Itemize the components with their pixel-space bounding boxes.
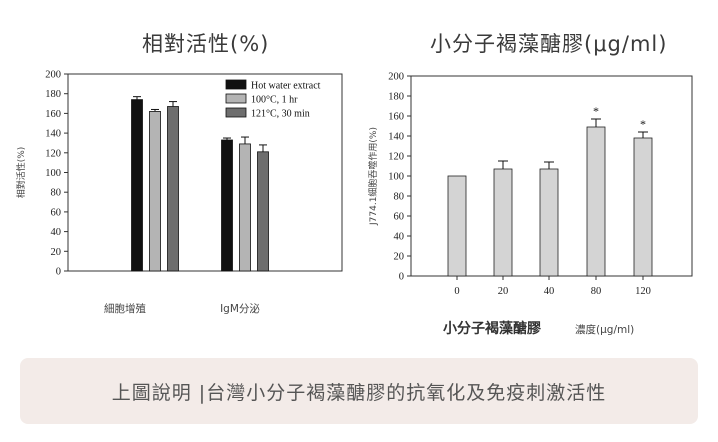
right-significance-marker: * [640, 117, 646, 131]
right-bar [586, 126, 606, 277]
right-y-tick-label: 100 [388, 172, 404, 183]
right-y-tick-label: 200 [388, 72, 404, 83]
left-bar [167, 106, 179, 272]
left-y-tick-label: 140 [45, 129, 61, 140]
right-bar [539, 168, 559, 277]
left-category-label: IgM分泌 [220, 302, 260, 315]
right-bar [633, 137, 653, 277]
left-y-tick-label: 200 [45, 70, 61, 81]
right-y-tick-label: 60 [394, 212, 405, 223]
right-y-tick-label: 120 [388, 152, 404, 163]
left-bar [257, 151, 269, 272]
left-y-tick-label: 100 [45, 168, 61, 179]
left-legend-label: 121°C, 30 min [251, 109, 310, 120]
left-bar [239, 143, 251, 272]
right-x-axis-label: 小分子褐藻醣膠 [443, 320, 541, 337]
left-legend-swatch [225, 93, 247, 104]
right-significance-marker: * [593, 104, 599, 118]
right-bar [493, 168, 513, 277]
left-y-axis-label: 相對活性(%) [15, 147, 27, 199]
left-y-tick-label: 20 [51, 247, 62, 258]
left-legend-swatch [225, 79, 247, 90]
left-y-tick-label: 180 [45, 89, 61, 100]
left-bar [221, 139, 233, 272]
left-y-tick-label: 120 [45, 148, 61, 159]
left-y-tick-label: 0 [56, 267, 61, 278]
right-x-tick-label: 120 [635, 286, 651, 297]
right-y-tick-label: 40 [394, 232, 405, 243]
left-legend-swatch [225, 107, 247, 118]
left-bar [131, 99, 143, 272]
left-legend-label: Hot water extract [251, 81, 321, 92]
left-y-tick-label: 160 [45, 109, 61, 120]
caption-text: 上圖說明 |台灣小分子褐藻醣膠的抗氧化及免疫刺激活性 [111, 381, 607, 404]
right-x-axis-unit: 濃度(μg/ml) [575, 323, 634, 336]
right-y-tick-label: 180 [388, 92, 404, 103]
right-y-tick-label: 140 [388, 132, 404, 143]
right-y-tick-label: 80 [394, 192, 405, 203]
caption-banner: 上圖說明 |台灣小分子褐藻醣膠的抗氧化及免疫刺激活性 [20, 358, 698, 424]
left-category-label: 細胞增殖 [104, 302, 146, 315]
right-chart-title: 小分子褐藻醣膠(μg/ml) [430, 32, 668, 56]
left-y-tick-label: 40 [51, 227, 62, 238]
right-bar [447, 175, 467, 277]
left-bar [149, 111, 161, 272]
right-y-tick-label: 0 [399, 272, 404, 283]
right-y-tick-label: 20 [394, 252, 405, 263]
right-x-tick-label: 0 [454, 286, 459, 297]
left-legend-label: 100°C, 1 hr [251, 95, 298, 106]
right-x-tick-label: 80 [591, 286, 602, 297]
right-y-tick-label: 160 [388, 112, 404, 123]
left-y-tick-label: 80 [51, 188, 62, 199]
right-y-axis-label: J774.1細胞吞噬作用(%) [367, 127, 379, 226]
left-chart-title: 相對活性(%) [142, 32, 270, 56]
right-x-tick-label: 40 [544, 286, 555, 297]
right-x-tick-label: 20 [498, 286, 509, 297]
left-plot-frame [67, 73, 343, 272]
left-y-tick-label: 60 [51, 207, 62, 218]
